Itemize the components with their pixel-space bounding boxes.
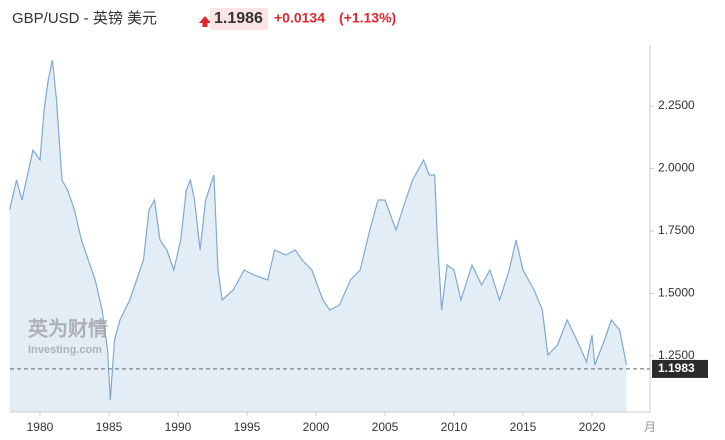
- price: 1.1986: [214, 10, 263, 27]
- x-tick-label: 1980: [27, 420, 54, 434]
- y-tick-label: 1.7500: [658, 223, 695, 237]
- x-tick-label: 1995: [234, 420, 261, 434]
- current-price-label: 1.1983: [658, 361, 695, 375]
- x-tick-label: 1985: [96, 420, 123, 434]
- x-tick-label: 1990: [165, 420, 192, 434]
- y-tick-label: 2.2500: [658, 98, 695, 112]
- x-tick-label: 2010: [441, 420, 468, 434]
- change: +0.0134: [274, 10, 325, 26]
- price-line: [9, 59, 628, 401]
- y-tick-label: 1.5000: [658, 286, 695, 300]
- x-tick-label: 2000: [303, 420, 330, 434]
- chart-title: GBP/USD - 英镑 美元: [12, 9, 157, 27]
- x-tick-label: 2005: [372, 420, 399, 434]
- watermark-sub: Investing.com: [28, 344, 102, 356]
- x-tick-label: 2020: [579, 420, 606, 434]
- current-price-box: [652, 359, 708, 378]
- y-tick-label: 2.0000: [658, 161, 695, 175]
- x-tick-label: 2015: [510, 420, 537, 434]
- change-percent: (+1.13%): [339, 10, 396, 26]
- area-fill: [9, 60, 627, 412]
- watermark: 英为财情: [28, 316, 108, 340]
- y-tick-label: 1.2500: [658, 348, 695, 362]
- price-highlight: [210, 8, 268, 30]
- x-unit: 月: [644, 420, 656, 434]
- up-arrow-icon: [199, 16, 211, 27]
